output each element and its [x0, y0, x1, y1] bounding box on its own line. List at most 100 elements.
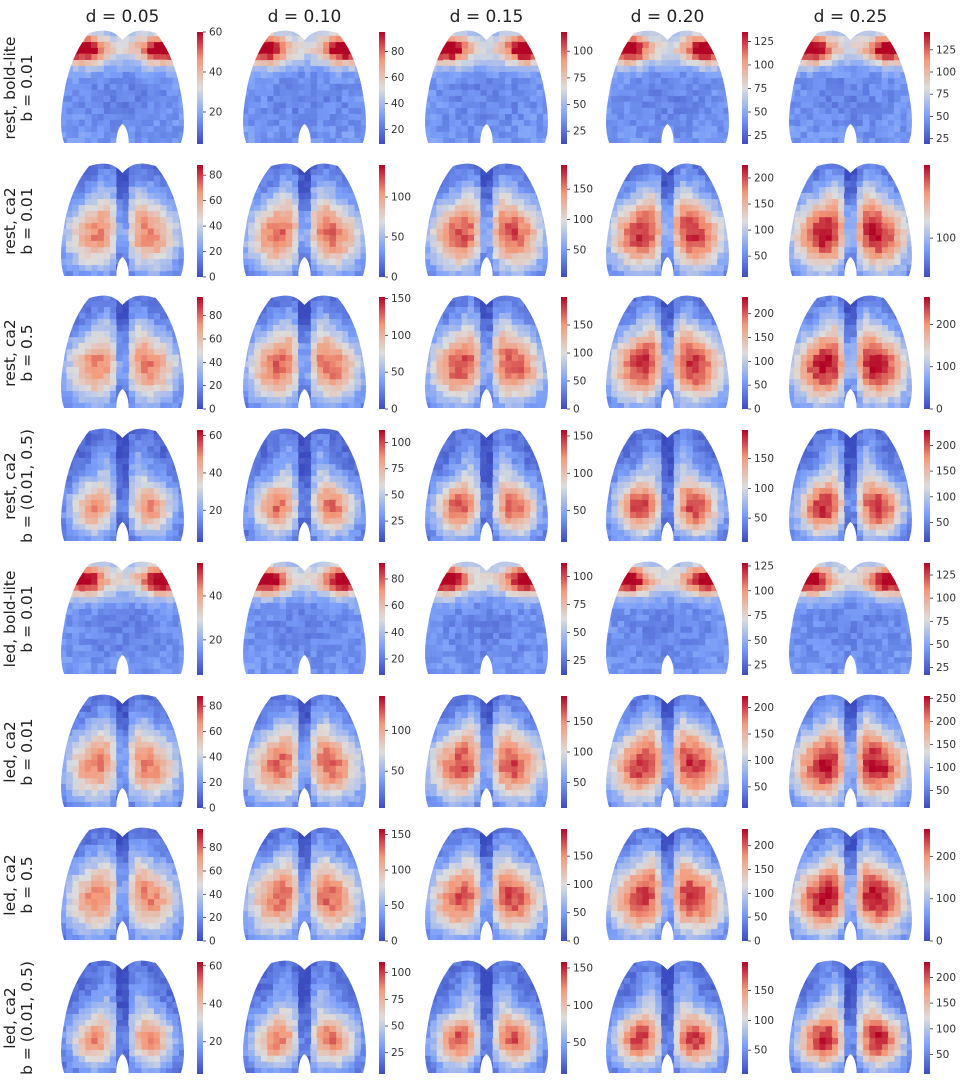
brain-cell: [887, 259, 896, 267]
brain-cell: [660, 114, 669, 122]
brain-cell: [254, 318, 263, 326]
brain-cell: [606, 235, 613, 243]
colorbar: [379, 165, 385, 277]
brain-cell: [304, 319, 312, 327]
brain-cell: [91, 277, 98, 284]
brain-cell: [473, 246, 482, 254]
brain-cell: [61, 270, 68, 276]
brain-cell: [97, 30, 105, 38]
brain-cell: [243, 113, 250, 121]
colorbar-tick-label: 75: [573, 72, 586, 84]
brain-cell: [279, 319, 287, 327]
brain-cell: [178, 361, 184, 369]
brain-cell: [110, 65, 118, 73]
brain-cell: [844, 53, 852, 61]
brain-cell: [504, 217, 513, 225]
brain-cell: [624, 270, 632, 276]
brain-cell: [304, 36, 312, 44]
brain-cell: [172, 107, 180, 115]
colorbar-tick-label: 40: [209, 357, 222, 369]
brain-cell: [698, 107, 706, 115]
brain-cell: [304, 355, 312, 363]
brain-cell: [243, 72, 250, 80]
brain-cell: [78, 59, 86, 67]
brain-cell: [542, 163, 548, 171]
brain-cell: [436, 258, 445, 266]
brain-cell: [517, 42, 526, 50]
brain-cell: [511, 216, 520, 224]
brain-cell: [454, 211, 463, 219]
brain-cell: [323, 102, 331, 110]
brain-cell: [147, 66, 155, 74]
brain-cell: [297, 312, 306, 320]
brain-cell: [316, 90, 325, 98]
brain-cell: [680, 247, 688, 255]
brain-cell: [611, 259, 619, 267]
brain-cell: [248, 48, 256, 56]
brain-cell: [109, 54, 118, 62]
brain-cell: [818, 96, 827, 104]
brain-cell: [260, 258, 269, 266]
brain-cell: [875, 53, 883, 61]
brain-cell: [624, 89, 632, 97]
brain-cell: [794, 53, 802, 61]
brain-cell: [863, 65, 871, 73]
brain-cell: [323, 253, 331, 261]
brain-cell: [266, 180, 275, 188]
brain-cell: [285, 306, 293, 314]
brain-cell: [642, 36, 650, 44]
brain-cell: [511, 95, 519, 103]
brain-cell: [78, 331, 87, 339]
brain-cell: [606, 120, 613, 128]
brain-cell: [172, 125, 180, 133]
brain-cell: [103, 307, 112, 315]
brain-cell: [800, 108, 808, 116]
brain-cell: [473, 59, 482, 67]
brain-cell: [348, 113, 356, 121]
brain-cell: [335, 312, 343, 320]
brain-cell: [667, 246, 675, 254]
brain-cell: [135, 331, 143, 339]
brain-cell: [673, 216, 681, 224]
brain-cell: [66, 47, 74, 55]
brain-cell: [178, 66, 184, 74]
brain-cell: [617, 138, 625, 143]
brain-cell: [342, 181, 350, 189]
column-title: d = 0.25: [814, 7, 888, 27]
brain-cell: [819, 264, 827, 272]
brain-cell: [636, 138, 644, 143]
brain-cell: [91, 331, 99, 339]
brain-cell: [443, 41, 451, 49]
brain-cell: [536, 210, 544, 218]
brain-cell: [819, 169, 827, 177]
brain-cell: [629, 102, 638, 110]
brain-cell: [348, 163, 356, 171]
brain-cell: [360, 216, 366, 224]
brain-cell: [153, 342, 161, 350]
brain-cell: [273, 192, 281, 200]
brain-cell: [354, 349, 362, 357]
brain-cell: [178, 349, 184, 357]
brain-cell: [90, 89, 99, 97]
brain-cell: [807, 228, 815, 236]
brain-cell: [499, 223, 507, 231]
brain-cell: [711, 126, 719, 134]
brain-cell: [285, 319, 293, 327]
brain-cell: [655, 169, 663, 177]
brain-cell: [523, 53, 531, 61]
brain-cell: [894, 271, 902, 276]
brain-cell: [617, 253, 626, 261]
brain-cell: [667, 235, 675, 243]
brain-cell: [267, 204, 275, 212]
brain-cell: [122, 324, 131, 332]
brain-cell: [606, 96, 613, 104]
brain-cell: [837, 193, 846, 201]
brain-cell: [248, 312, 256, 320]
brain-cell: [178, 186, 184, 194]
brain-cell: [542, 300, 548, 308]
brain-cell: [335, 409, 342, 416]
brain-cell: [291, 348, 300, 356]
brain-cell: [667, 180, 675, 188]
brain-cell: [863, 131, 871, 139]
brain-cell: [831, 228, 840, 236]
